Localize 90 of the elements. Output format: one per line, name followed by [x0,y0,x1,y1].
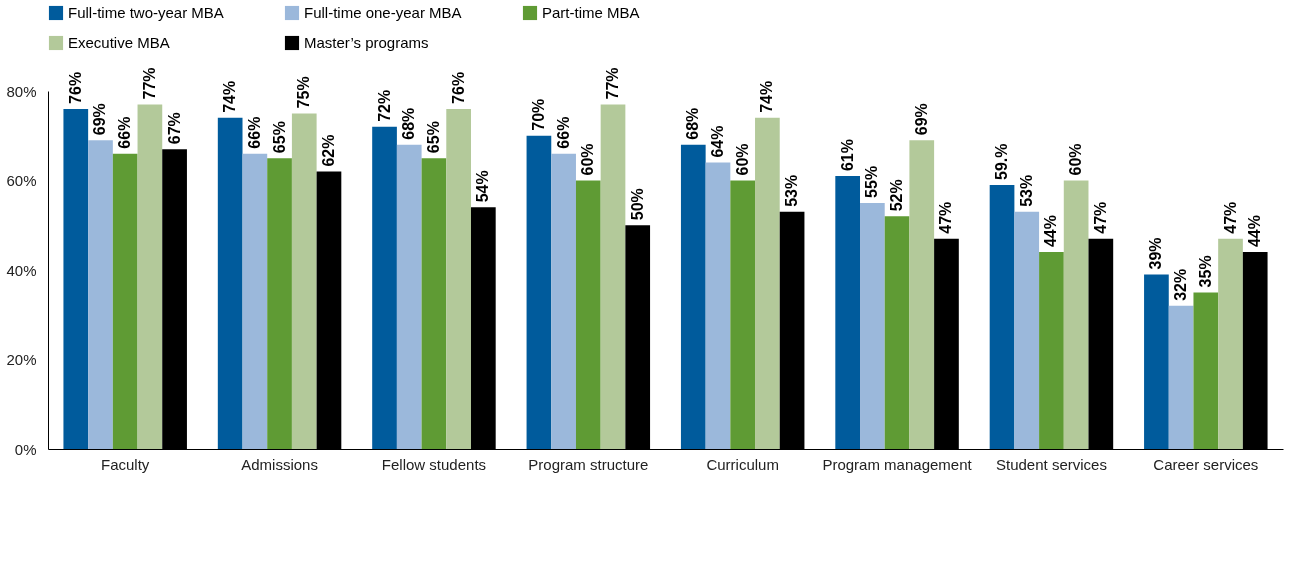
data-label: 44% [1042,215,1060,248]
data-label: 50% [628,188,646,221]
bar [88,140,113,449]
bar [600,104,626,449]
bar [1193,292,1219,449]
data-label: 53% [1017,174,1035,207]
bar [137,104,163,449]
bar [551,153,576,449]
data-label: 65% [270,121,288,154]
bar [1063,180,1089,449]
data-label: 52% [888,179,906,212]
bar [705,162,731,449]
data-label: 77% [604,67,622,100]
data-label: 47% [1221,201,1239,234]
bar [909,140,935,449]
bar [1144,274,1169,449]
bar [860,202,885,449]
data-label: 68% [400,107,418,140]
x-tick-label: Student services [995,455,1107,473]
data-label: 54% [474,170,492,203]
y-tick-label: 20% [6,351,37,368]
data-label: 44% [1246,215,1264,248]
bar [421,158,447,449]
x-tick-label: Program management [822,455,973,473]
bar [1039,252,1064,449]
x-tick-label: Program structure [528,455,649,473]
bar [372,126,397,449]
data-label: 65% [424,121,442,154]
data-label: 66% [554,116,572,149]
bar [575,180,601,449]
y-tick-label: 40% [6,261,37,279]
data-label: 39% [1147,237,1165,270]
data-label: 60% [1067,143,1085,176]
data-label: 53% [783,174,801,207]
bar [1218,238,1243,449]
bar [989,184,1015,449]
data-label: 62% [319,134,337,167]
data-label: 76% [449,71,467,104]
x-tick-label: Fellow students [381,455,487,473]
bar [680,144,706,449]
bar [242,153,268,449]
x-tick-label: Career services [1153,455,1259,473]
bar [755,117,780,449]
legend-label: Master’s programs [304,34,429,51]
data-label: 55% [863,165,881,198]
data-label: 47% [937,201,955,234]
data-label: 59.% [993,143,1011,180]
bar [884,216,910,449]
x-tick-label: Curriculum [706,455,779,473]
bar [730,180,756,449]
bar [835,176,861,449]
data-label: 66% [245,116,263,149]
data-label: 60% [733,143,751,176]
bar [267,158,292,449]
bar [217,117,243,449]
legend-label: Part-time MBA [542,4,640,21]
data-label: 32% [1172,268,1190,301]
data-label: 70% [529,98,547,131]
x-tick-label: Admissions [241,455,318,473]
y-tick-label: 0% [14,440,37,458]
data-label: 76% [66,71,84,104]
data-label: 77% [140,67,158,100]
legend-label: Full-time two-year MBA [68,4,224,21]
data-label: 67% [165,112,183,145]
bar [1168,305,1194,449]
bar [112,153,138,449]
y-tick-label: 60% [6,172,37,189]
data-label: 75% [295,76,313,109]
bar [446,108,471,449]
legend-label: Full-time one-year MBA [304,4,462,21]
y-tick-label: 80% [6,82,37,100]
bar [396,144,422,449]
data-label: 47% [1091,201,1109,234]
data-label: 69% [912,103,930,136]
x-tick-label: Faculty [101,455,150,473]
data-label: 69% [91,103,109,136]
data-label: 61% [838,138,856,172]
bar [63,108,89,449]
data-label: 74% [758,80,776,113]
data-label: 74% [221,80,239,113]
data-label: 60% [579,143,597,176]
data-label: 72% [375,89,393,122]
bar [291,113,317,449]
bar [1014,211,1040,449]
data-label: 66% [116,116,134,149]
data-label: 35% [1196,255,1214,288]
bar [526,135,552,449]
legend-label: Executive MBA [68,34,170,51]
data-label: 64% [708,125,726,158]
data-label: 68% [684,107,702,140]
